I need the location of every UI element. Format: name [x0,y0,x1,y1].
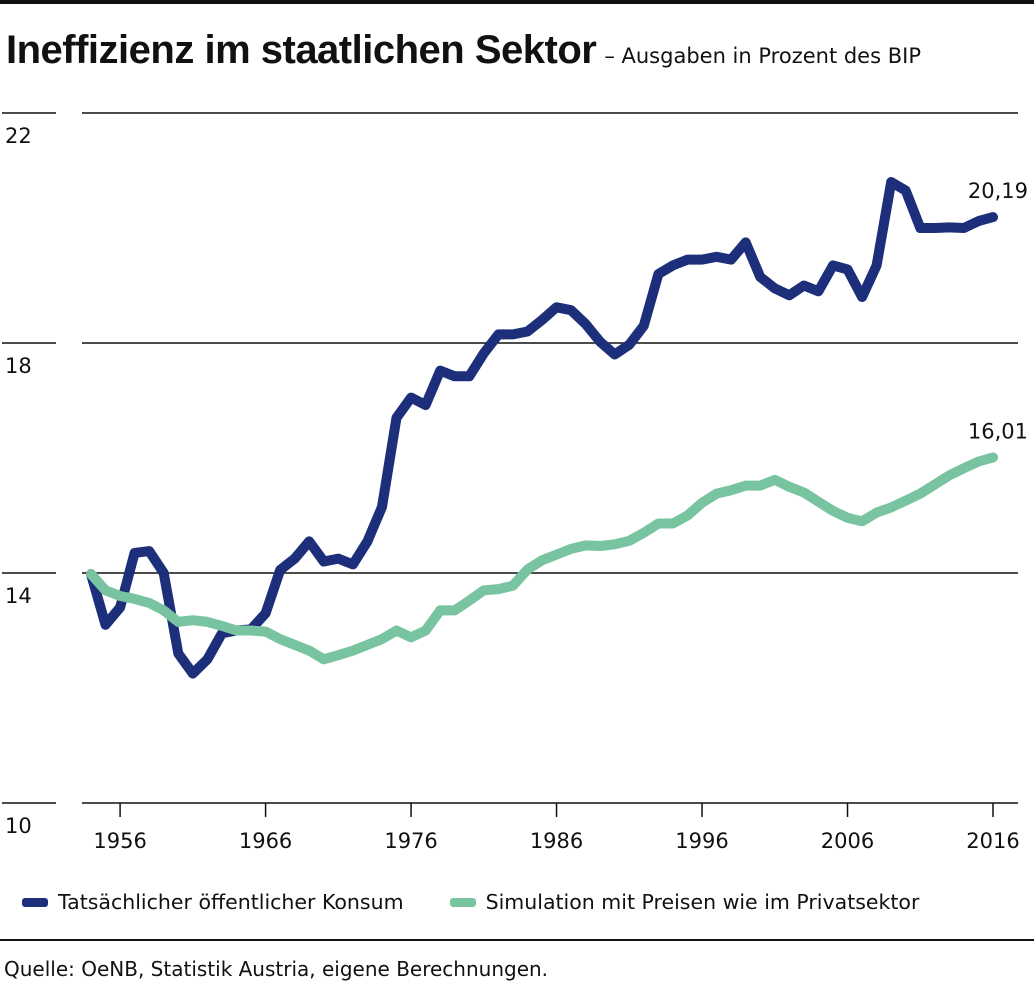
gridlines [2,112,1018,804]
series-lines [86,177,998,679]
end-label-simulation: 16,01 [968,419,1028,443]
legend-label-simulation: Simulation mit Preisen wie im Privatsekt… [485,890,920,914]
legend-swatch-simulation [449,897,476,907]
ytick-label-14: 14 [5,584,32,608]
end-labels: 20,19 16,01 [968,179,1028,443]
series-line-simulation [86,452,998,665]
xtick-label-1976: 1976 [384,829,437,853]
x-axis: 1956 1966 1976 1986 1996 2006 2016 [93,803,1020,853]
y-axis: 22 18 14 10 [5,124,32,838]
chart-subtitle: – Ausgaben in Prozent des BIP [604,44,921,68]
end-label-actual: 20,19 [968,179,1028,203]
xtick-label-1986: 1986 [530,829,583,853]
ytick-label-18: 18 [5,354,32,378]
xtick-label-2016: 2016 [966,829,1019,853]
legend-swatch-actual [22,897,48,907]
xtick-label-1966: 1966 [239,829,292,853]
series-line-actual [86,177,998,679]
ytick-label-22: 22 [5,124,32,148]
bottom-rule [0,939,1034,941]
title-row: Ineffizienz im staatlichen Sektor – Ausga… [6,28,921,73]
legend: Tatsächlicher öffentlicher Konsum Simula… [22,890,965,914]
ytick-label-10: 10 [5,814,32,838]
source-note: Quelle: OeNB, Statistik Austria, eigene … [4,957,549,981]
legend-item-simulation: Simulation mit Preisen wie im Privatsekt… [449,890,920,914]
line-chart: 22 18 14 10 1956 1966 1976 1986 1996 2006 2016 20… [2,112,1028,853]
legend-item-actual: Tatsächlicher öffentlicher Konsum [22,890,404,914]
xtick-label-2006: 2006 [821,829,874,853]
xtick-label-1956: 1956 [93,829,146,853]
top-rule [0,0,1034,4]
legend-label-actual: Tatsächlicher öffentlicher Konsum [58,890,404,914]
chart-title: Ineffizienz im staatlichen Sektor [6,28,597,72]
xtick-label-1996: 1996 [675,829,728,853]
